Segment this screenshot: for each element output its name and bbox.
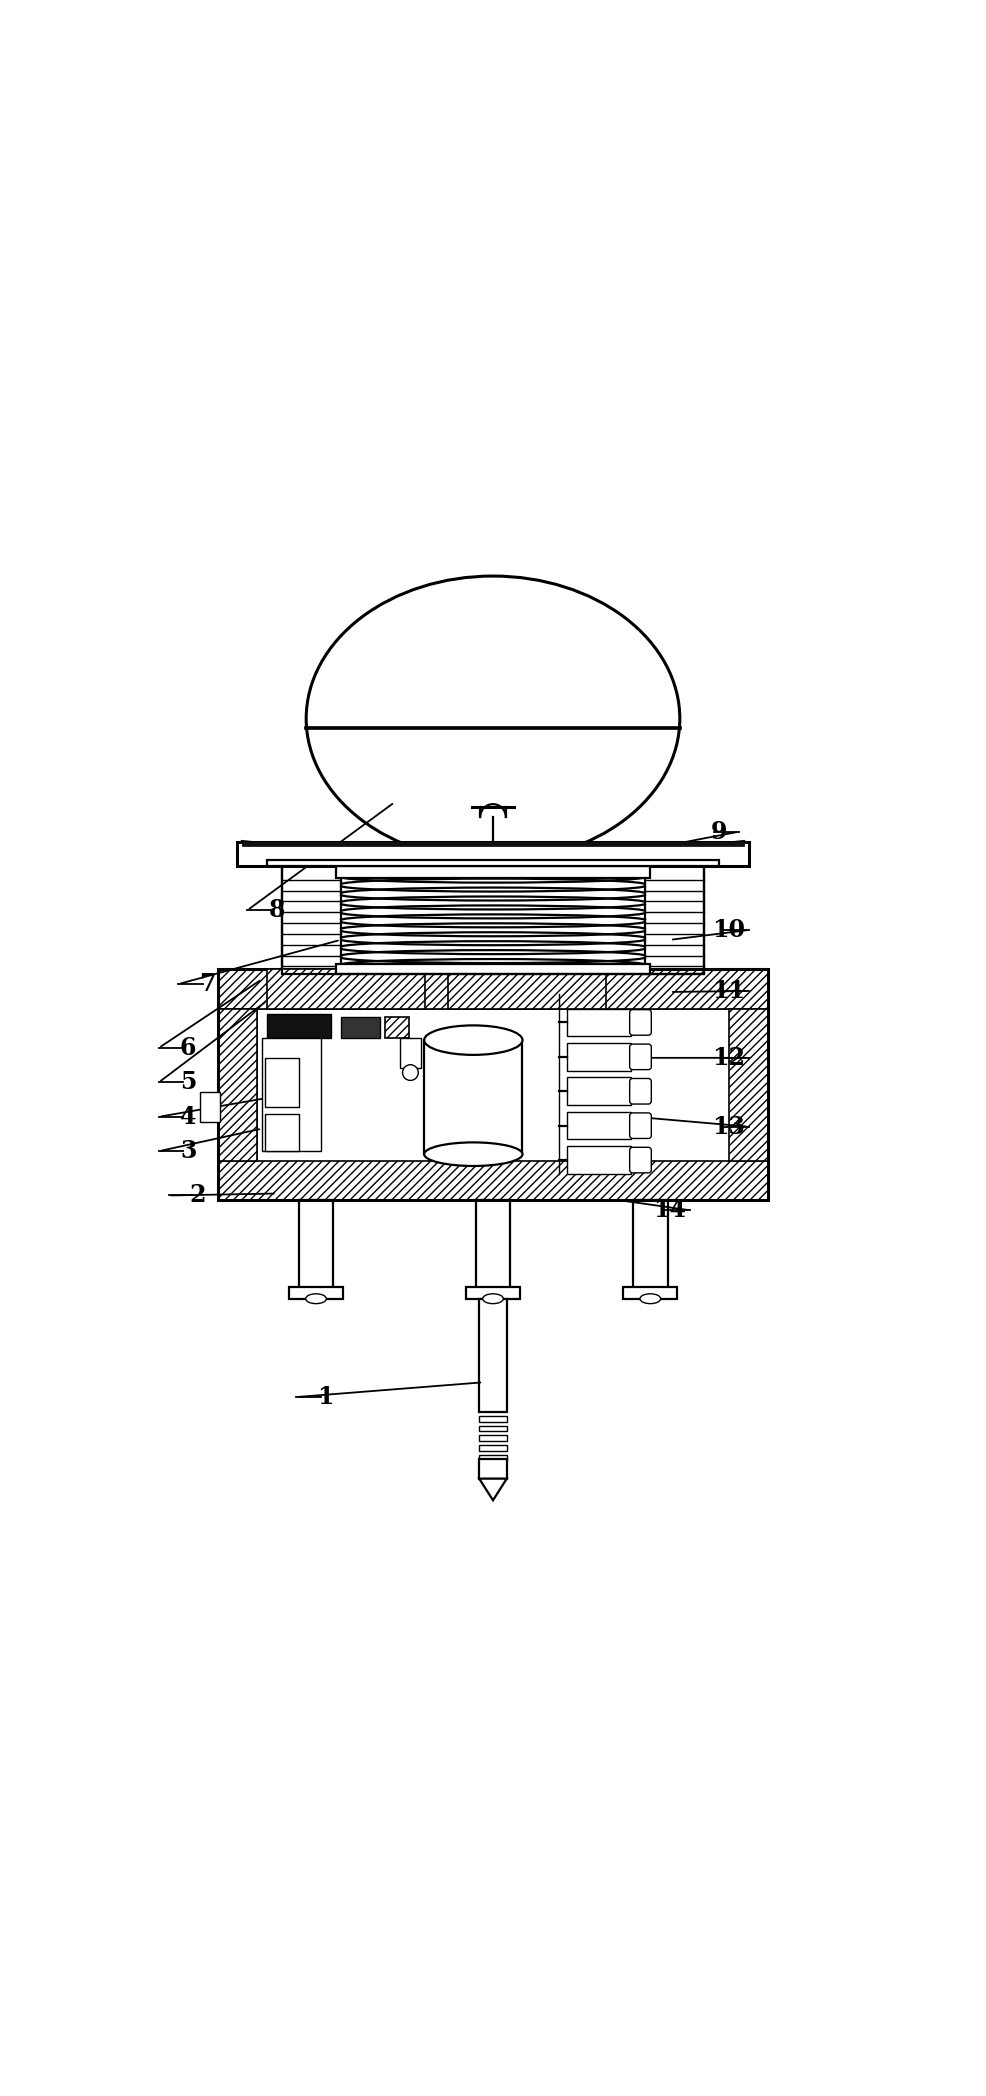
Text: 8: 8 bbox=[268, 899, 285, 922]
Bar bbox=[479, 1415, 507, 1421]
Bar bbox=[267, 968, 425, 1008]
Text: 4: 4 bbox=[180, 1105, 196, 1130]
Bar bbox=[267, 859, 719, 866]
Bar bbox=[479, 1459, 507, 1478]
Text: 11: 11 bbox=[713, 979, 745, 1004]
Bar bbox=[567, 1008, 631, 1035]
FancyBboxPatch shape bbox=[630, 1044, 652, 1069]
Text: 10: 10 bbox=[713, 918, 745, 941]
Bar bbox=[424, 1040, 523, 1155]
Text: 6: 6 bbox=[180, 1035, 196, 1061]
Bar bbox=[218, 968, 768, 1008]
Ellipse shape bbox=[483, 1293, 503, 1304]
Bar bbox=[399, 1038, 421, 1067]
Bar bbox=[218, 968, 768, 1201]
Bar bbox=[289, 1287, 343, 1300]
Bar bbox=[567, 1111, 631, 1140]
Bar bbox=[282, 866, 704, 975]
Bar bbox=[567, 1147, 631, 1174]
FancyBboxPatch shape bbox=[630, 1079, 652, 1105]
FancyBboxPatch shape bbox=[630, 1010, 652, 1035]
Bar bbox=[238, 840, 748, 866]
Bar bbox=[567, 1044, 631, 1071]
Text: 7: 7 bbox=[199, 973, 216, 996]
Bar bbox=[479, 1300, 507, 1413]
Bar bbox=[476, 1201, 510, 1289]
Bar bbox=[466, 1287, 520, 1300]
Bar bbox=[646, 866, 704, 975]
Text: 5: 5 bbox=[180, 1071, 196, 1094]
Bar bbox=[282, 866, 340, 975]
Bar bbox=[335, 864, 651, 878]
Text: 14: 14 bbox=[654, 1199, 686, 1222]
Bar bbox=[200, 1092, 220, 1121]
Ellipse shape bbox=[424, 1025, 523, 1054]
Ellipse shape bbox=[307, 576, 679, 861]
Bar bbox=[262, 1038, 320, 1151]
Ellipse shape bbox=[424, 1142, 523, 1165]
Bar bbox=[265, 1113, 300, 1151]
Bar bbox=[218, 1008, 257, 1161]
Bar bbox=[479, 1436, 507, 1442]
Bar bbox=[479, 1425, 507, 1432]
FancyBboxPatch shape bbox=[630, 1147, 652, 1174]
Text: 1: 1 bbox=[317, 1385, 334, 1409]
Ellipse shape bbox=[640, 1293, 661, 1304]
Bar bbox=[448, 968, 606, 1008]
Bar bbox=[265, 1058, 300, 1107]
Bar bbox=[335, 964, 651, 975]
Bar bbox=[633, 1201, 668, 1289]
Text: 2: 2 bbox=[189, 1184, 206, 1207]
Bar bbox=[385, 1017, 409, 1038]
Text: 13: 13 bbox=[713, 1115, 745, 1138]
Text: 9: 9 bbox=[711, 820, 728, 845]
Bar bbox=[340, 1017, 380, 1038]
Text: 3: 3 bbox=[180, 1140, 196, 1163]
Bar bbox=[218, 1161, 768, 1201]
Bar bbox=[623, 1287, 677, 1300]
Bar bbox=[267, 1014, 330, 1038]
FancyBboxPatch shape bbox=[630, 1113, 652, 1138]
Bar bbox=[567, 1077, 631, 1105]
Bar bbox=[243, 840, 743, 847]
Bar bbox=[257, 1008, 729, 1161]
Text: 12: 12 bbox=[713, 1046, 745, 1069]
Polygon shape bbox=[479, 1478, 507, 1501]
Ellipse shape bbox=[306, 1293, 326, 1304]
Bar bbox=[729, 1008, 768, 1161]
Bar bbox=[479, 1455, 507, 1461]
Bar bbox=[299, 1201, 333, 1289]
Bar bbox=[479, 1446, 507, 1450]
Ellipse shape bbox=[402, 1065, 418, 1079]
